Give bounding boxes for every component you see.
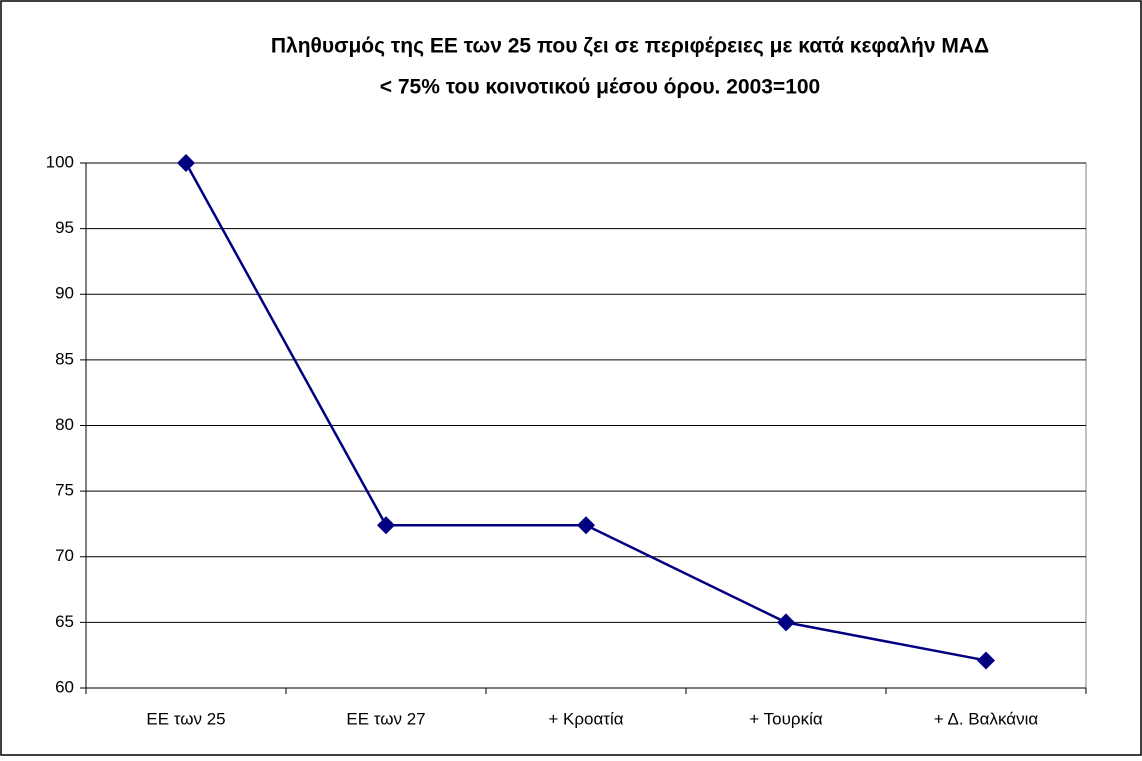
y-tick-label: 95 [55, 218, 74, 237]
y-tick-label: 65 [55, 612, 74, 631]
y-tick-label: 70 [55, 546, 74, 565]
marker [977, 651, 995, 670]
marker [577, 516, 595, 535]
y-tick-label: 60 [55, 677, 74, 696]
x-tick-label: ΕΕ των 27 [346, 709, 425, 728]
x-tick-label: + Κροατία [548, 709, 623, 728]
x-tick-label: + Δ. Βαλκάνια [934, 709, 1039, 728]
marker [377, 516, 395, 535]
y-tick-label: 90 [55, 284, 74, 303]
chart-title: < 75% του κοινοτικού μέσου όρου. 2003=10… [380, 76, 820, 99]
x-tick-label: ΕΕ των 25 [146, 709, 225, 728]
y-tick-label: 80 [55, 415, 74, 434]
y-tick-label: 85 [55, 349, 74, 368]
chart-title: Πληθυσμός της ΕΕ των 25 που ζει σε περιφ… [271, 35, 989, 58]
y-tick-label: 100 [46, 152, 74, 171]
marker [777, 613, 795, 632]
marker [177, 154, 195, 172]
x-tick-label: + Τουρκία [749, 709, 823, 728]
y-tick-label: 75 [55, 481, 74, 500]
